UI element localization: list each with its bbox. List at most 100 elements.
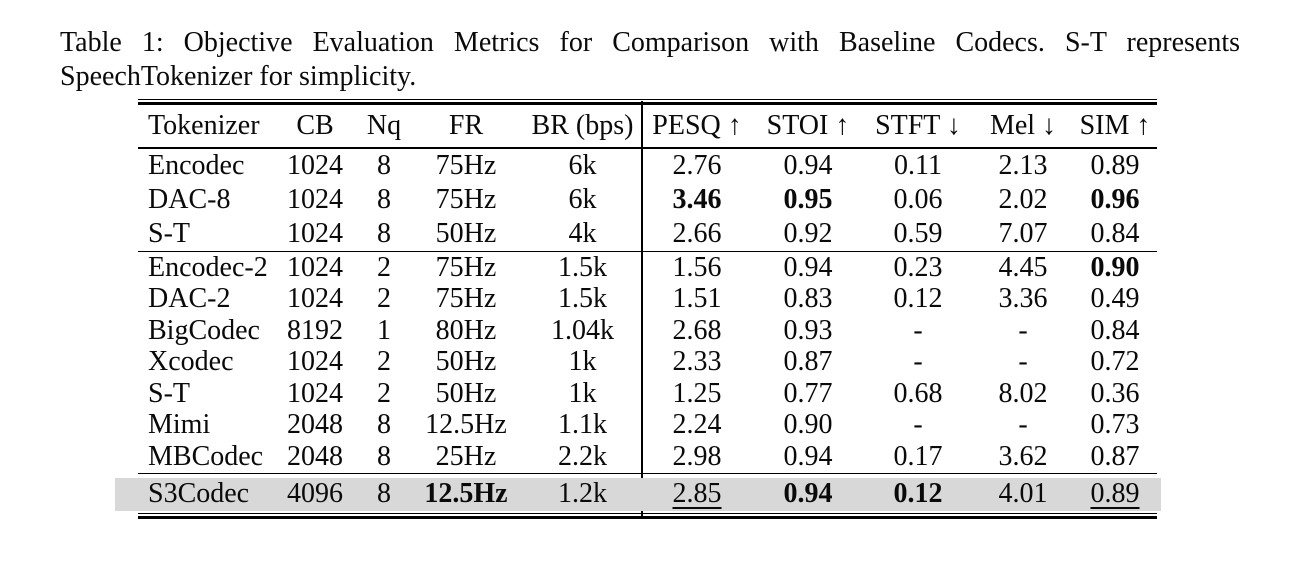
table-cell: 0.12: [893, 283, 943, 315]
table-cell: 6k: [568, 150, 597, 181]
table-cell: -: [913, 409, 923, 441]
table-cell: 1.1k: [558, 409, 607, 441]
table-cell: 0.89: [1090, 150, 1140, 181]
column-header: SIM ↑: [1079, 110, 1151, 141]
table-cell: S3Codec: [148, 478, 250, 509]
table-cell: 6k: [568, 184, 597, 215]
table-row-encodec-2: Encodec-2 1024 2 75Hz 1.5k 1.56 0.94 0.23 4.45 0.…: [138, 252, 1157, 284]
table-cell: 1k: [568, 346, 597, 378]
table-cell: S-T: [148, 218, 190, 249]
table-cell: 2: [377, 377, 391, 409]
table-cell: 50Hz: [435, 218, 497, 249]
table-cell: 2.02: [998, 184, 1048, 215]
table-cell: 0.90: [1090, 251, 1140, 283]
column-header: STFT ↓: [875, 110, 961, 141]
table-cell: 8: [377, 409, 391, 441]
table-cell: 1024: [287, 184, 343, 215]
header-rule: [138, 147, 1157, 149]
table-cell: 3.62: [998, 440, 1048, 472]
table-cell: 0.49: [1090, 283, 1140, 315]
table-cell: 8.02: [998, 377, 1048, 409]
table-cell: 0.73: [1090, 409, 1140, 441]
table-cell: 1.25: [672, 377, 722, 409]
table-cell: 2.24: [672, 409, 722, 441]
table-cell: 2.85: [672, 478, 722, 509]
table-cell: MBCodec: [148, 440, 264, 472]
column-header: Mel ↓: [989, 110, 1057, 141]
table-cell: Encodec-2: [148, 251, 268, 283]
table-cell: 4k: [568, 218, 597, 249]
table-cell: DAC-8: [148, 184, 231, 215]
table-cell: 80Hz: [435, 314, 497, 346]
table-cell: 1.56: [672, 251, 722, 283]
table-cell: BigCodec: [148, 314, 260, 346]
table-cell: 4.01: [998, 478, 1048, 509]
column-divider-line: [641, 101, 643, 517]
table-row-xcodec: Xcodec 1024 2 50Hz 1k 2.33 0.87 - - 0.72: [138, 346, 1157, 379]
table-cell: 0.93: [783, 314, 833, 346]
table-cell: 0.87: [1090, 440, 1140, 472]
table-cell: 2: [377, 251, 391, 283]
table-cell: -: [1018, 314, 1028, 346]
table-cell: 0.59: [893, 218, 943, 249]
table-row-s3codec: S3Codec 4096 8 12.5Hz 1.2k 2.85 0.94 0.12 4.01 0.…: [115, 477, 1161, 511]
column-header: CB: [296, 110, 334, 141]
table-cell: 0.23: [893, 251, 943, 283]
table-cell: 1.2k: [558, 478, 607, 509]
table-row-s-t: S-T 1024 8 50Hz 4k 2.66 0.92 0.59 7.07 0.84: [138, 217, 1157, 251]
table-cell: 3.46: [672, 184, 722, 215]
table-header-row: Tokenizer CB Nq FR BR (bps) PESQ ↑ STOI ↑ STFT …: [138, 105, 1157, 147]
table-cell: 0.12: [893, 478, 943, 509]
table-cell: 1.04k: [551, 314, 614, 346]
table-cell: 2.33: [672, 346, 722, 378]
table-row-s-t: S-T 1024 2 50Hz 1k 1.25 0.77 0.68 8.02 0.36: [138, 378, 1157, 410]
table-cell: 2: [377, 283, 391, 315]
table-cell: 1.5k: [558, 251, 607, 283]
table-cell: -: [1018, 346, 1028, 378]
column-header: FR: [448, 110, 484, 141]
table-cell: 0.84: [1090, 314, 1140, 346]
table-cell: 50Hz: [435, 346, 497, 378]
table-cell: 1024: [287, 251, 343, 283]
metrics-table: Tokenizer CB Nq FR BR (bps) PESQ ↑ STOI ↑ STFT …: [115, 99, 1161, 519]
table-cell: 1k: [568, 377, 597, 409]
column-header: Tokenizer: [148, 110, 260, 141]
table-cell: 75Hz: [435, 150, 497, 181]
table-cell: 2048: [287, 440, 343, 472]
table-cell: 2.76: [672, 150, 722, 181]
table-cell: 75Hz: [435, 184, 497, 215]
table-cell: 3.36: [998, 283, 1048, 315]
table-cell: 2: [377, 346, 391, 378]
table-cell: 75Hz: [435, 251, 497, 283]
table-cell: Encodec: [148, 150, 245, 181]
table-cell: 2.2k: [558, 440, 607, 472]
table-cell: 2.13: [998, 150, 1048, 181]
table-cell: 1024: [287, 346, 343, 378]
table-cell: 0.77: [783, 377, 833, 409]
column-header: Nq: [366, 110, 402, 141]
table-cell: 0.89: [1090, 478, 1140, 509]
table-cell: 8192: [287, 314, 343, 346]
table-cell: 0.96: [1090, 184, 1140, 215]
table-cell: 2048: [287, 409, 343, 441]
table-cell: 0.90: [783, 409, 833, 441]
table-cell: 12.5Hz: [425, 409, 507, 441]
table-row-dac-2: DAC-2 1024 2 75Hz 1.5k 1.51 0.83 0.12 3.36 0.49: [138, 283, 1157, 316]
table-row-dac-8: DAC-8 1024 8 75Hz 6k 3.46 0.95 0.06 2.02 0.96: [138, 183, 1157, 217]
table-cell: 4096: [287, 478, 343, 509]
group-divider-rule: [138, 251, 1157, 252]
table-cell: 8: [377, 440, 391, 472]
table-cell: 1024: [287, 218, 343, 249]
paper-page: Table 1: Objective Evaluation Metrics fo…: [0, 26, 1297, 519]
table-cell: 1024: [287, 150, 343, 181]
top-rule: [138, 99, 1157, 105]
table-row-mbcodec: MBCodec 2048 8 25Hz 2.2k 2.98 0.94 0.17 3.62 0.87: [138, 441, 1157, 473]
table-cell: 4.45: [998, 251, 1048, 283]
table-cell: 0.72: [1090, 346, 1140, 378]
table-cell: 2.66: [672, 218, 722, 249]
table-cell: 0.17: [893, 440, 943, 472]
table-cell: 1.5k: [558, 283, 607, 315]
table-cell: 8: [377, 218, 391, 249]
caption-line-1: Table 1: Objective Evaluation Metrics fo…: [60, 27, 1240, 58]
table-cell: -: [1018, 409, 1028, 441]
